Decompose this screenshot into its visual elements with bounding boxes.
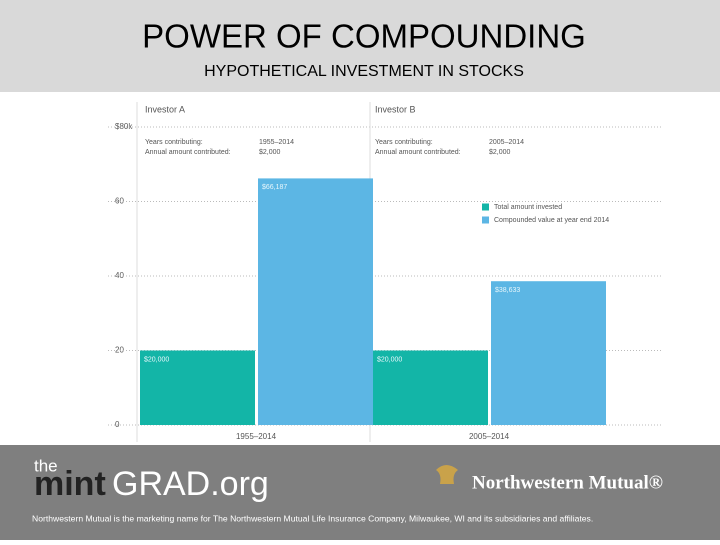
x-tick-label: 1955–2014 (236, 432, 277, 441)
panel-label: Annual amount contributed: (375, 149, 461, 156)
legend-swatch (482, 203, 489, 211)
title: POWER OF COMPOUNDING (142, 18, 586, 55)
legend-label: Total amount invested (494, 204, 562, 211)
bar (140, 350, 255, 425)
panel-value: $2,000 (259, 149, 281, 156)
panel-title: Investor B (375, 104, 416, 114)
legend-swatch (482, 216, 489, 224)
panel-label: Years contributing: (145, 139, 203, 146)
x-tick-label: 2005–2014 (469, 432, 510, 441)
y-tick-label: 60 (115, 197, 124, 206)
footnote: Northwestern Mutual is the marketing nam… (32, 513, 593, 523)
data-label: $20,000 (377, 356, 402, 363)
y-tick-label: 40 (115, 271, 124, 280)
subtitle: HYPOTHETICAL INVESTMENT IN STOCKS (204, 63, 524, 80)
panel-value: 2005–2014 (489, 139, 524, 146)
bar (373, 350, 488, 425)
data-label: $66,187 (262, 184, 287, 191)
panel-value: $2,000 (489, 149, 511, 156)
chart: 0204060$80k$20,000$66,1871955–2014$20,00… (100, 100, 664, 445)
panel-value: 1955–2014 (259, 139, 294, 146)
data-label: $20,000 (144, 356, 169, 363)
brand-icon (436, 465, 458, 484)
y-tick-label: $80k (115, 122, 133, 131)
logo-grad: GRAD.org (112, 465, 269, 503)
brand: Northwestern Mutual® (472, 472, 663, 493)
bar (491, 281, 606, 425)
panel-label: Years contributing: (375, 139, 433, 146)
data-label: $38,633 (495, 287, 520, 294)
y-tick-label: 20 (115, 346, 124, 355)
logo-small: the (34, 456, 58, 475)
bar (258, 178, 373, 425)
logo-mint: mint (34, 465, 106, 503)
panel-title: Investor A (145, 104, 185, 114)
legend-label: Compounded value at year end 2014 (494, 217, 609, 224)
footer-band (0, 445, 720, 540)
panel-label: Annual amount contributed: (145, 149, 231, 156)
header-band (0, 0, 720, 92)
